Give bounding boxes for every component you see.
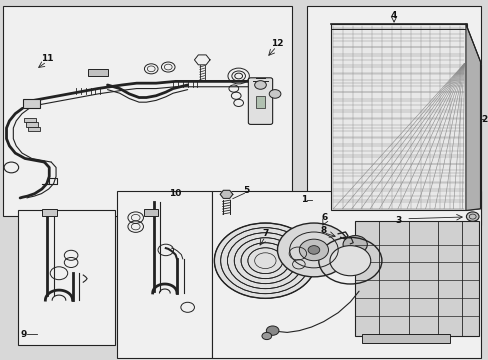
Bar bbox=[24, 118, 36, 122]
Circle shape bbox=[329, 246, 370, 276]
Text: 5: 5 bbox=[243, 186, 248, 195]
Circle shape bbox=[262, 332, 271, 339]
Polygon shape bbox=[330, 24, 466, 211]
Text: 11: 11 bbox=[41, 54, 53, 63]
Circle shape bbox=[277, 223, 349, 277]
Bar bbox=[18, 211, 115, 345]
Text: 7: 7 bbox=[262, 229, 268, 238]
Circle shape bbox=[345, 259, 364, 273]
Circle shape bbox=[307, 246, 319, 254]
Bar bbox=[255, 96, 265, 108]
Polygon shape bbox=[220, 190, 232, 198]
Text: 2: 2 bbox=[481, 114, 487, 123]
Bar bbox=[3, 6, 291, 216]
Bar bbox=[117, 191, 211, 357]
Bar bbox=[42, 209, 57, 216]
Circle shape bbox=[269, 90, 280, 98]
Bar bbox=[362, 334, 449, 343]
Bar bbox=[28, 127, 40, 131]
FancyBboxPatch shape bbox=[248, 78, 272, 125]
Text: 8: 8 bbox=[320, 226, 326, 235]
Bar bbox=[88, 69, 107, 76]
Bar bbox=[143, 210, 157, 216]
Bar bbox=[211, 191, 481, 357]
Bar bbox=[306, 6, 481, 225]
Circle shape bbox=[266, 326, 278, 335]
Circle shape bbox=[343, 235, 366, 253]
Text: 1: 1 bbox=[301, 195, 306, 204]
Polygon shape bbox=[466, 30, 481, 211]
Polygon shape bbox=[354, 221, 478, 336]
Text: 6: 6 bbox=[321, 213, 327, 222]
Circle shape bbox=[214, 223, 316, 298]
Bar bbox=[22, 99, 40, 108]
Text: 9: 9 bbox=[21, 330, 27, 339]
Circle shape bbox=[254, 81, 266, 89]
Circle shape bbox=[466, 212, 478, 221]
Text: 3: 3 bbox=[395, 216, 401, 225]
Text: 4: 4 bbox=[390, 10, 396, 19]
Circle shape bbox=[299, 239, 328, 261]
Text: 10: 10 bbox=[169, 189, 182, 198]
Text: 12: 12 bbox=[271, 39, 283, 48]
Polygon shape bbox=[465, 24, 480, 211]
Bar bbox=[26, 122, 38, 127]
